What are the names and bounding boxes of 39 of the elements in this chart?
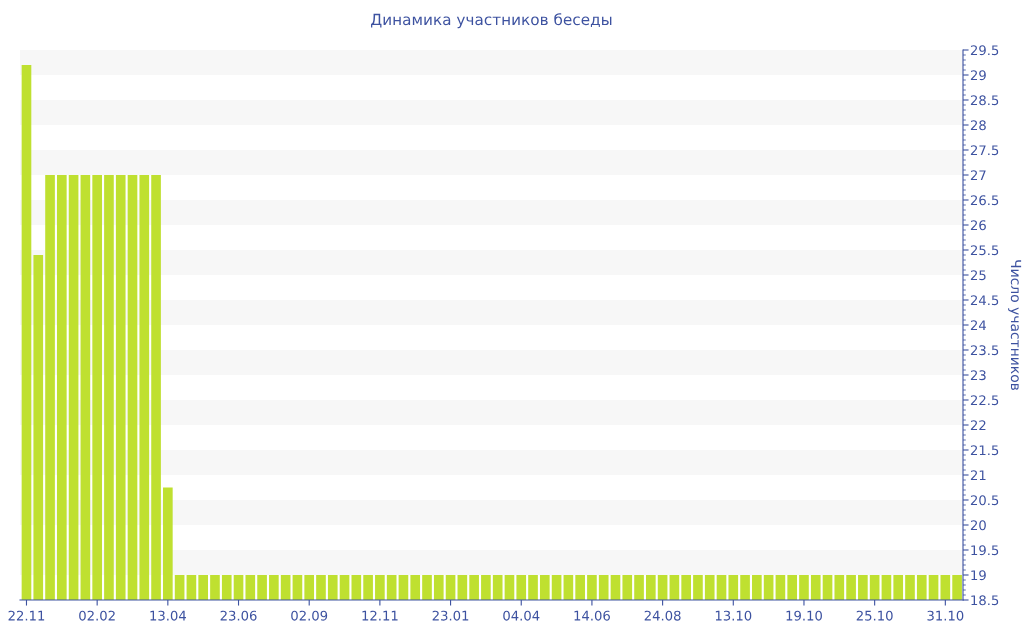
x-tick-label: 14.06	[574, 610, 610, 621]
y-tick-label: 18.5	[971, 595, 999, 606]
x-tick-label: 24.08	[644, 610, 681, 621]
x-tick-label: 02.09	[291, 610, 328, 621]
y-tick-label: 25.5	[970, 245, 999, 256]
y-tick-label: 23.5	[970, 345, 999, 356]
x-tick-label: 25.10	[856, 610, 893, 621]
x-tick-label: 02.02	[79, 610, 115, 621]
y-axis-title: Число участников	[1008, 260, 1022, 391]
x-tick-label: 19.10	[786, 610, 822, 621]
y-tick-label: 26.5	[970, 195, 999, 206]
y-tick-label: 22.5	[970, 395, 999, 406]
y-tick-label: 24.5	[970, 295, 999, 306]
x-tick-label: 23.01	[432, 610, 469, 621]
x-tick-label: 13.10	[715, 610, 752, 621]
y-tick-label: 29	[970, 70, 986, 81]
y-tick-label: 27.5	[970, 145, 999, 156]
y-tick-label: 24	[970, 320, 986, 331]
y-tick-label: 20	[970, 520, 986, 531]
y-tick-label: 23	[970, 370, 986, 381]
y-tick-label: 19.5	[971, 545, 999, 556]
x-tick-label: 31.10	[927, 610, 964, 621]
y-tick-label: 20.5	[970, 495, 999, 506]
x-tick-label: 12.11	[362, 610, 398, 621]
x-tick-label: 04.04	[503, 610, 540, 621]
y-tick-label: 25	[970, 270, 986, 281]
y-tick-label: 26	[970, 220, 986, 231]
y-tick-label: 27	[970, 170, 986, 181]
y-tick-label: 29.5	[970, 45, 999, 56]
x-tick-label: 23.06	[220, 610, 257, 621]
y-tick-label: 28.5	[970, 95, 999, 106]
x-tick-label: 22.11	[8, 610, 45, 621]
x-tick-label: 13.04	[150, 610, 186, 621]
y-tick-label: 19	[971, 570, 986, 581]
y-tick-label: 22	[970, 420, 986, 431]
chart-title: Динамика участников беседы	[371, 13, 612, 29]
y-tick-label: 21.5	[970, 445, 999, 456]
y-tick-label: 28	[970, 120, 986, 131]
y-tick-label: 21	[970, 470, 986, 481]
